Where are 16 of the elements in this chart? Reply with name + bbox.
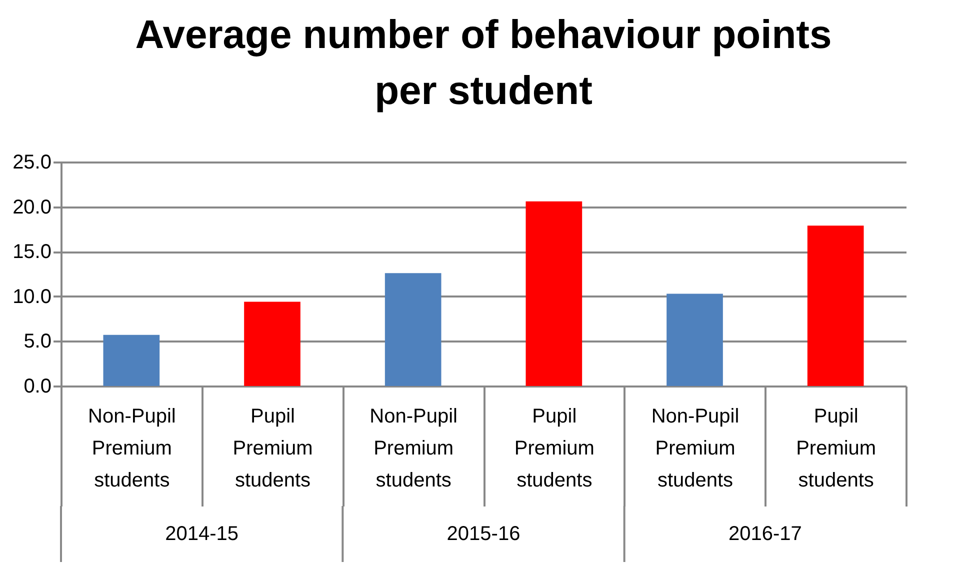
x-tick-label: Non-Pupil Premium students — [370, 406, 458, 492]
x-tick-label: Pupil Premium students — [796, 406, 876, 492]
x-tick-label: Pupil Premium students — [232, 406, 313, 492]
y-tick-label: 25.0 — [12, 152, 52, 174]
x-tick-label: Non-Pupil Premium students — [88, 406, 176, 492]
text: 2016-17 — [728, 523, 802, 545]
x-tick-label: Non-Pupil Premium students — [651, 406, 740, 492]
text: 2014-15 — [165, 523, 239, 545]
y-tick-label: 10.0 — [12, 286, 52, 308]
y-tick-label: 15.0 — [12, 241, 52, 264]
y-tick-label: 5.0 — [24, 330, 52, 353]
y-tick-label: 0.0 — [24, 376, 52, 398]
x-tick-label: Pupil Premium students — [514, 406, 594, 492]
y-tick-label: 20.0 — [12, 196, 52, 218]
chart-title: Average number of behaviour points per student — [135, 13, 832, 113]
text: 2015-16 — [446, 523, 520, 545]
